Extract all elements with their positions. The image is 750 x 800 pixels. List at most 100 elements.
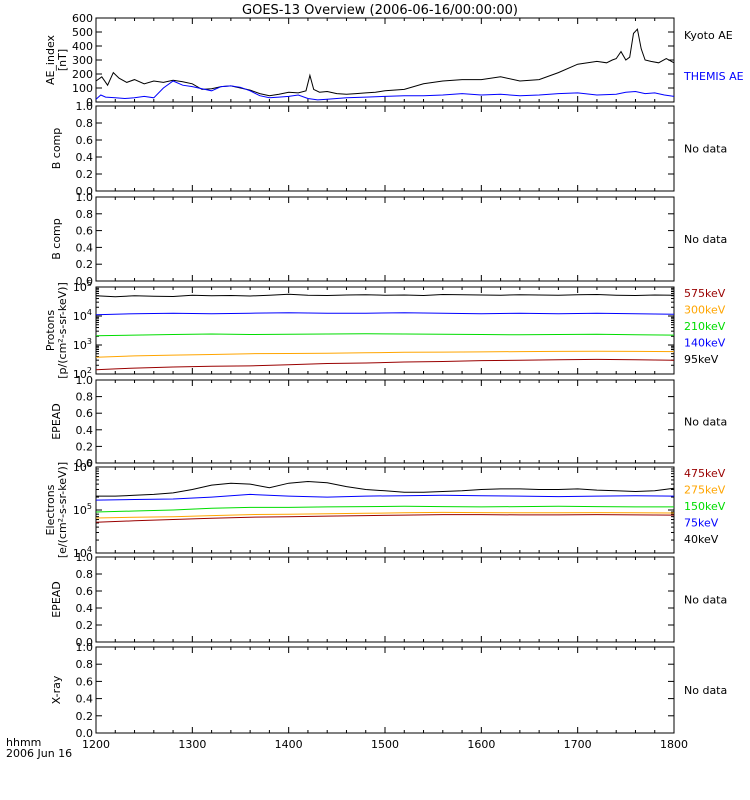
series-line-1 <box>95 28 675 97</box>
x-tick-label: 1600 <box>467 738 495 751</box>
series-line-4 <box>95 511 675 519</box>
y-tick-label: 0.2 <box>76 168 94 181</box>
panel-frame <box>95 379 675 464</box>
y-axis-label: EPEAD <box>50 403 63 440</box>
legend-entry: 210keV <box>684 320 726 333</box>
panel-frame <box>95 556 675 643</box>
y-tick-label: 500 <box>72 26 93 39</box>
series-line-2 <box>95 312 675 316</box>
no-data-label: No data <box>684 233 727 246</box>
y-axis-label: Electrons <box>44 484 57 535</box>
y-tick-label: 0.4 <box>76 241 94 254</box>
y-axis-label: [nT] <box>56 49 69 71</box>
y-tick-label: 0.2 <box>76 440 94 453</box>
y-tick-label: 200 <box>72 68 93 81</box>
y-tick-label: 0.6 <box>76 225 94 238</box>
legend-entry: Kyoto AE <box>684 29 733 42</box>
series-line-4 <box>95 350 675 358</box>
y-tick-label: 0 <box>86 96 93 109</box>
footer-date-label: 2006 Jun 16 <box>6 747 72 760</box>
panel-frame <box>95 646 675 734</box>
y-tick-label: 106 <box>73 459 92 474</box>
panel-frame <box>95 286 675 375</box>
y-axis-label: EPEAD <box>50 581 63 618</box>
y-tick-label: 100 <box>72 82 93 95</box>
panel-frame <box>95 196 675 282</box>
y-tick-label: 600 <box>72 12 93 25</box>
y-tick-label: 102 <box>73 366 92 381</box>
y-tick-label: 1.0 <box>76 374 94 387</box>
legend-entry: 575keV <box>684 287 726 300</box>
y-tick-label: 0.2 <box>76 258 94 271</box>
legend-entry: THEMIS AE <box>683 70 744 83</box>
y-tick-label: 0.8 <box>76 391 94 404</box>
no-data-label: No data <box>684 416 727 429</box>
series-line-1 <box>96 480 675 497</box>
y-tick-label: 0.4 <box>76 602 94 615</box>
y-tick-label: 0.0 <box>76 636 94 649</box>
y-tick-label: 1.0 <box>76 551 94 564</box>
legend-entry: 275keV <box>684 484 726 497</box>
y-tick-label: 105 <box>73 279 92 294</box>
footer-time-label: hhmm <box>6 736 41 749</box>
series-line-3 <box>95 505 674 513</box>
series-line-1 <box>95 293 675 298</box>
y-tick-label: 400 <box>72 40 93 53</box>
y-tick-label: 104 <box>73 308 92 323</box>
panel-2: 0.0 0.2 0.4 0.6 0.8 1.0 B comp No data <box>50 100 727 198</box>
x-tick-label: 1400 <box>275 738 303 751</box>
y-tick-label: 0.0 <box>76 185 94 198</box>
panel-frame <box>95 105 675 192</box>
y-tick-label: 0.8 <box>76 658 94 671</box>
x-tick-label: 1300 <box>178 738 206 751</box>
panel-5: 0.0 0.2 0.4 0.6 0.8 1.0 EPEAD No data <box>50 374 727 470</box>
panel-6: 104 105 106 Electrons [e/(cm²-s-sr-keV)] 475k… <box>44 459 726 560</box>
no-data-label: No data <box>684 143 727 156</box>
y-tick-label: 105 <box>73 502 92 517</box>
legend-entry: 475keV <box>684 467 726 480</box>
y-tick-label: 0.8 <box>76 208 94 221</box>
y-tick-label: 0.0 <box>76 275 94 288</box>
x-tick-label: 1500 <box>371 738 399 751</box>
panel-7: 0.0 0.2 0.4 0.6 0.8 1.0 EPEAD No data <box>50 551 727 649</box>
y-axis-label: AE_index <box>44 34 57 85</box>
y-tick-label: 0.8 <box>76 117 94 130</box>
chart-title: GOES-13 Overview (2006-06-16/00:00:00) <box>242 3 518 18</box>
panel-frame <box>95 17 675 103</box>
y-tick-label: 1.0 <box>76 641 94 654</box>
series-line-5 <box>95 514 675 523</box>
legend-entry: 300keV <box>684 304 726 317</box>
x-tick-label: 1800 <box>660 738 688 751</box>
y-tick-label: 0.2 <box>76 710 94 723</box>
legend-entry: 95keV <box>684 353 719 366</box>
legend-entry: 40keV <box>684 533 719 546</box>
series-line-2 <box>95 493 675 501</box>
series-line-2 <box>95 80 675 101</box>
y-axis-label: X-ray <box>50 675 63 704</box>
no-data-label: No data <box>684 684 727 697</box>
y-tick-label: 300 <box>72 54 93 67</box>
y-tick-label: 0.2 <box>76 619 94 632</box>
y-tick-label: 0.8 <box>76 568 94 581</box>
y-tick-label: 0.6 <box>76 675 94 688</box>
y-tick-label: 104 <box>73 545 92 560</box>
y-axis-label: Protons <box>44 310 57 351</box>
y-tick-label: 1.0 <box>76 191 94 204</box>
y-axis-label: B comp <box>50 218 63 260</box>
panel-8: 0.0 0.2 0.4 0.6 0.8 1.0 X-ray No data 1200 1300 14… <box>50 641 727 751</box>
y-axis-label: [e/(cm²-s-sr-keV)] <box>56 462 69 558</box>
legend-entry: 150keV <box>684 500 726 513</box>
y-tick-label: 0.0 <box>76 727 94 740</box>
x-tick-label: 1700 <box>564 738 592 751</box>
y-tick-label: 1.0 <box>76 100 94 113</box>
legend-entry: 140keV <box>684 337 726 350</box>
panel-3: 0.0 0.2 0.4 0.6 0.8 1.0 B comp No data <box>50 191 727 288</box>
y-tick-label: 0.4 <box>76 151 94 164</box>
series-line-3 <box>95 333 675 337</box>
y-tick-label: 0.6 <box>76 134 94 147</box>
y-axis-label: [p/(cm²-s-sr-keV)] <box>56 282 69 379</box>
y-axis-label: B comp <box>50 128 63 170</box>
no-data-label: No data <box>684 594 727 607</box>
legend-entry: 75keV <box>684 517 719 530</box>
